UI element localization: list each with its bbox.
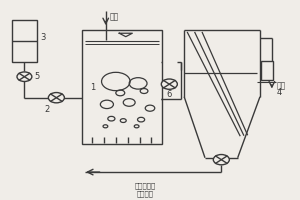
- Bar: [262, 61, 273, 80]
- Text: 出水: 出水: [276, 81, 286, 90]
- Text: 鐵闪鈛祇返
回再利用: 鐵闪鈛祇返 回再利用: [135, 183, 156, 197]
- Text: 2: 2: [44, 105, 50, 114]
- Circle shape: [161, 79, 177, 89]
- Bar: [12, 20, 37, 62]
- Text: 进水: 进水: [109, 12, 119, 21]
- Text: 6: 6: [167, 90, 172, 99]
- Text: 1: 1: [91, 83, 96, 92]
- Text: 5: 5: [35, 72, 40, 81]
- Circle shape: [17, 72, 32, 81]
- Circle shape: [48, 93, 64, 103]
- Text: 3: 3: [40, 33, 45, 42]
- Text: 4: 4: [276, 88, 282, 97]
- Bar: [82, 30, 162, 144]
- Circle shape: [213, 155, 230, 165]
